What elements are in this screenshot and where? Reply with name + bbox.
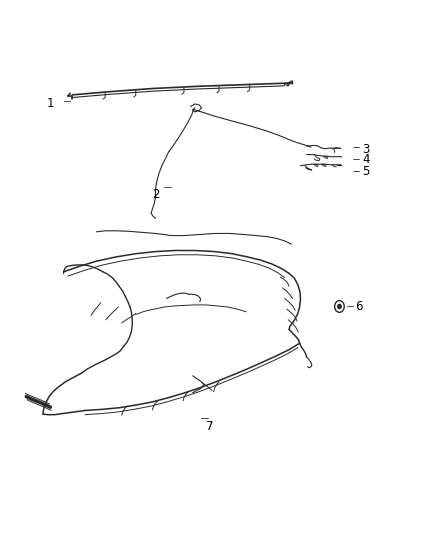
Text: 4: 4: [362, 154, 370, 166]
Text: 1: 1: [46, 98, 54, 110]
Text: 6: 6: [355, 300, 363, 313]
Circle shape: [338, 304, 341, 309]
Text: 5: 5: [362, 165, 369, 178]
Text: 3: 3: [362, 143, 369, 156]
Text: 7: 7: [206, 420, 214, 433]
Text: 2: 2: [152, 188, 159, 201]
